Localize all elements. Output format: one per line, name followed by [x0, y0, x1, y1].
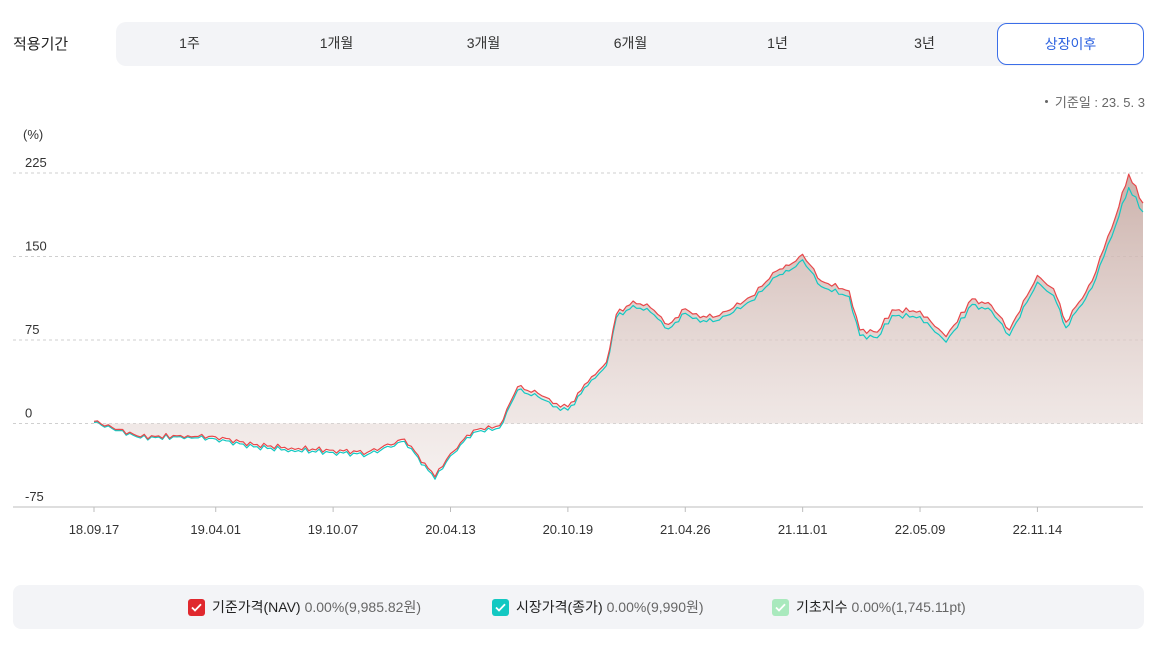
series-line-nav [93, 173, 1144, 478]
performance-chart: 225 150 75 0 -75 18.09.17 19.04.01 19.10.07 20.0… [13, 127, 1144, 537]
tab-since-listing[interactable]: 상장이후 [997, 23, 1144, 65]
base-date: 기준일 : 23. 5. 3 [1044, 92, 1145, 111]
y-axis-label: (%) [23, 127, 43, 142]
period-tabs: 1주 1개월 3개월 6개월 1년 3년 상장이후 [116, 22, 1144, 66]
tab-1-week[interactable]: 1주 [179, 35, 200, 51]
legend-value-market: 0.00%(9,990원) [606, 599, 704, 615]
base-date-text: 기준일 : 23. 5. 3 [1054, 95, 1145, 110]
period-label: 적용기간 [13, 36, 69, 53]
y-tick-label: -75 [25, 489, 44, 504]
legend-value-index: 0.00%(1,745.11pt) [851, 599, 966, 615]
tab-3-years[interactable]: 3년 [914, 35, 935, 51]
legend-item-nav[interactable]: 기준가격(NAV) 0.00%(9,985.82원) [188, 597, 421, 617]
bullet-icon [1044, 100, 1048, 104]
x-tick-label: 21.11.01 [778, 522, 828, 537]
x-tick-label: 20.10.19 [543, 522, 594, 537]
legend: 기준가격(NAV) 0.00%(9,985.82원) 시장가격(종가) 0.00… [13, 585, 1144, 629]
x-tick-label: 18.09.17 [69, 522, 120, 537]
series-line-market [93, 186, 1144, 480]
legend-value-nav: 0.00%(9,985.82원) [304, 599, 421, 615]
y-tick-label: 0 [25, 406, 32, 421]
tab-6-months[interactable]: 6개월 [613, 35, 648, 51]
x-tick-label: 19.10.07 [308, 522, 359, 537]
x-tick-label: 22.11.14 [1013, 522, 1063, 537]
x-tick-label: 21.04.26 [660, 522, 711, 537]
tab-3-months[interactable]: 3개월 [466, 35, 501, 51]
tab-1-year[interactable]: 1년 [767, 35, 788, 51]
check-icon[interactable] [492, 598, 509, 616]
legend-name-market: 시장가격(종가) [516, 599, 603, 615]
x-tick-label: 19.04.01 [190, 522, 241, 537]
y-tick-label: 75 [25, 322, 39, 337]
legend-name-nav: 기준가격(NAV) [212, 599, 301, 615]
check-icon[interactable] [772, 598, 789, 616]
tab-1-month[interactable]: 1개월 [319, 35, 354, 51]
check-icon[interactable] [188, 598, 205, 616]
x-tick-label: 20.04.13 [425, 522, 476, 537]
legend-item-index[interactable]: 기초지수 0.00%(1,745.11pt) [772, 597, 966, 617]
period-selector: 적용기간 1주 1개월 3개월 6개월 1년 3년 상장이후 [0, 22, 1165, 66]
nav-area [94, 174, 1143, 477]
y-tick-label: 150 [25, 239, 47, 254]
y-tick-label: 225 [25, 155, 47, 170]
x-tick-label: 22.05.09 [895, 522, 946, 537]
legend-name-index: 기초지수 [796, 599, 848, 615]
legend-item-market[interactable]: 시장가격(종가) 0.00%(9,990원) [492, 597, 704, 617]
